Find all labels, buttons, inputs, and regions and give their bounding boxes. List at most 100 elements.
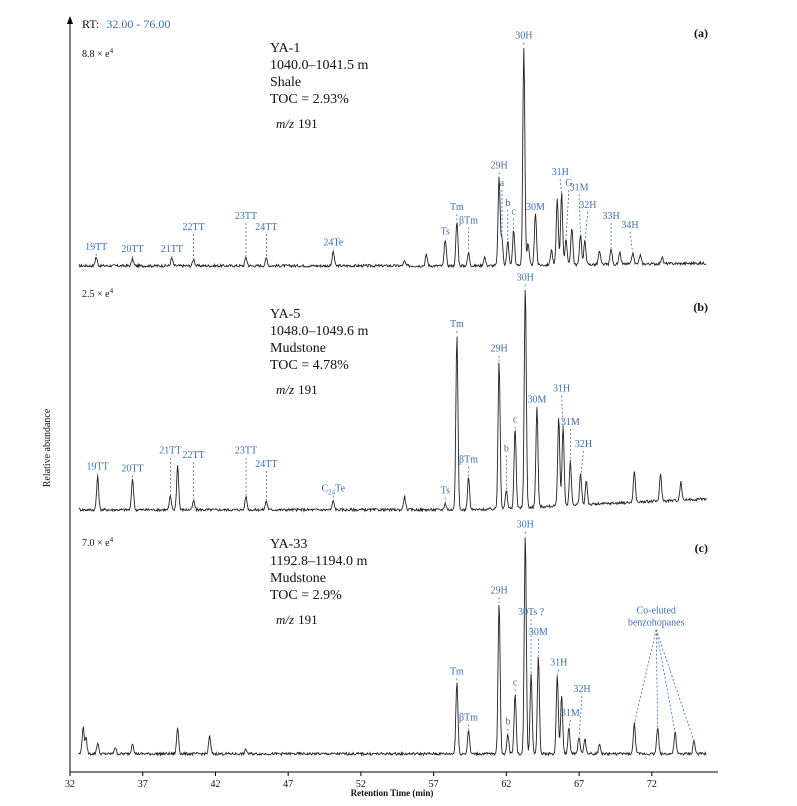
- peak-label-1-2: 20TT: [121, 244, 143, 255]
- x-tick-label-67: 67: [574, 779, 584, 790]
- peak-label-2-7: C24Te: [322, 483, 346, 496]
- trace-line-2: [78, 289, 707, 513]
- annotation-line-2: benzohopanes: [628, 618, 685, 629]
- annotation-leader-1: [633, 629, 657, 724]
- mz-label-2: m/z 191: [276, 382, 318, 397]
- peak-label-1-16: 30M: [526, 202, 545, 213]
- y-axis-arrow: [67, 16, 73, 24]
- mz-label-1: m/z 191: [276, 116, 318, 131]
- sample-name-2: YA-5: [270, 307, 300, 322]
- x-tick-label-42: 42: [210, 779, 220, 790]
- header-rt: RT: 32.00 - 76.00: [82, 17, 170, 31]
- peak-label-1-7: 24Te: [323, 237, 343, 248]
- peak-label-2-17: 31M: [561, 417, 580, 428]
- x-tick-label-57: 57: [429, 779, 439, 790]
- trace-line-3: [78, 537, 707, 757]
- depth-range-2: 1048.0–1049.6 m: [270, 324, 369, 339]
- sample-name-1: YA-1: [270, 41, 300, 56]
- leader-1-22: [629, 231, 634, 256]
- peak-label-1-5: 23TT: [235, 211, 257, 222]
- panel-tag-3: (c): [695, 541, 708, 555]
- peak-label-1-1: 19TT: [85, 242, 107, 253]
- peak-label-3-11: 32H: [573, 684, 590, 695]
- peak-label-1-21: 33H: [602, 211, 619, 222]
- panel-tag-1: (a): [694, 26, 708, 40]
- depth-range-1: 1040.0–1041.5 m: [270, 58, 369, 73]
- peak-label-1-14: c: [511, 207, 516, 218]
- x-tick-label-62: 62: [501, 779, 511, 790]
- peak-2-26: [680, 494, 681, 495]
- leader-3-9: [556, 669, 560, 676]
- lithology-3: Mudstone: [270, 571, 326, 586]
- scale-label-2: 2.5 × e4: [82, 287, 114, 300]
- annotation-leader-4: [655, 629, 695, 741]
- rt-range: 32.00 - 76.00: [106, 17, 170, 31]
- peak-label-2-3: 21TT: [159, 446, 181, 457]
- peak-label-1-13: b: [505, 198, 510, 209]
- peak-label-2-11: 29H: [490, 344, 507, 355]
- scale-label-1: 8.8 × e4: [82, 47, 114, 60]
- peak-label-3-9: 31H: [550, 658, 567, 669]
- annotation-line-1: Co-eluted: [636, 606, 675, 617]
- x-tick-label-72: 72: [647, 779, 657, 790]
- peak-label-1-18: G: [565, 178, 572, 189]
- peak-1-32: [640, 259, 641, 260]
- annotation-leader-2: [655, 629, 659, 728]
- trace-line-1: [78, 47, 707, 269]
- leader-1-17: [559, 178, 563, 194]
- scale-exponent: 4: [110, 47, 114, 55]
- peak-label-3-2: βTm: [459, 712, 478, 723]
- peak-label-3-5: c: [513, 677, 518, 688]
- axes: 32 37 42 47 52 57 62 67 72: [65, 16, 718, 790]
- leader-3-10: [568, 719, 571, 728]
- peak-label-2-15: 30M: [527, 395, 546, 406]
- toc-value-2: TOC = 4.78%: [270, 358, 349, 373]
- peak-label-1-22: 34H: [621, 220, 638, 231]
- peak-label-3-4: b: [505, 717, 510, 728]
- peak-1-8: [404, 263, 405, 264]
- peak-label-1-11: 29H: [490, 160, 507, 171]
- rt-label: RT:: [82, 17, 99, 31]
- scale-exponent: 4: [110, 536, 114, 544]
- x-tick-label-32: 32: [65, 779, 75, 790]
- scale-exponent: 4: [110, 287, 114, 295]
- peak-label-3-1: Tm: [450, 666, 464, 677]
- peak-label-2-12: b: [504, 444, 509, 455]
- leader-1-20: [584, 211, 589, 242]
- lithology-2: Mudstone: [270, 341, 326, 356]
- peak-label-1-9: Tm: [450, 202, 464, 213]
- lithology-1: Shale: [270, 75, 301, 90]
- peak-label-1-20: 32H: [579, 200, 596, 211]
- scale-label-3: 7.0 × e4: [82, 536, 114, 549]
- panel-3: Tm βTm 29H b c 30H 30Ts ? 30M 31H 31M 32H Co-eluted…: [78, 520, 708, 757]
- peak-label-2-16: 31H: [553, 384, 570, 395]
- toc-value-1: TOC = 2.93%: [270, 92, 349, 107]
- peak-label-1-8: Ts: [441, 226, 450, 237]
- annotation-leader-3: [655, 629, 676, 733]
- peak-label-1-6: 24TT: [255, 222, 277, 233]
- x-tick-label-52: 52: [356, 779, 366, 790]
- peak-label-2-5: 23TT: [235, 446, 257, 457]
- panel-2: 19TT 20TT 21TT 22TT 23TT 24TT C24Te Ts Tm βTm 29H b…: [78, 273, 708, 513]
- peak-label-1-4: 22TT: [183, 222, 205, 233]
- peak-label-2-18: 32H: [575, 439, 592, 450]
- peak-label-2-6: 24TT: [255, 459, 277, 470]
- peak-2-25: [660, 485, 661, 486]
- x-tick-label-47: 47: [283, 779, 293, 790]
- peak-label-3-7: 30Ts ?: [518, 607, 545, 618]
- leader-1-19: [578, 194, 581, 236]
- peak-label-1-12: a: [500, 178, 505, 189]
- peak-label-3-3: 29H: [490, 585, 507, 596]
- peak-label-2-4: 22TT: [183, 450, 205, 461]
- peak-label-2-9: Tm: [450, 319, 464, 330]
- depth-range-3: 1192.8–1194.0 m: [270, 554, 367, 569]
- leader-2-18: [580, 451, 584, 479]
- x-axis-label: Retention Time (min): [351, 788, 434, 798]
- peak-label-3-8: 30M: [529, 627, 548, 638]
- peak-label-3-10: 31M: [561, 708, 580, 719]
- y-axis-label: Relative abundance: [42, 408, 53, 487]
- peak-label-1-10: βTm: [459, 215, 478, 226]
- peak-label-1-3: 21TT: [161, 244, 183, 255]
